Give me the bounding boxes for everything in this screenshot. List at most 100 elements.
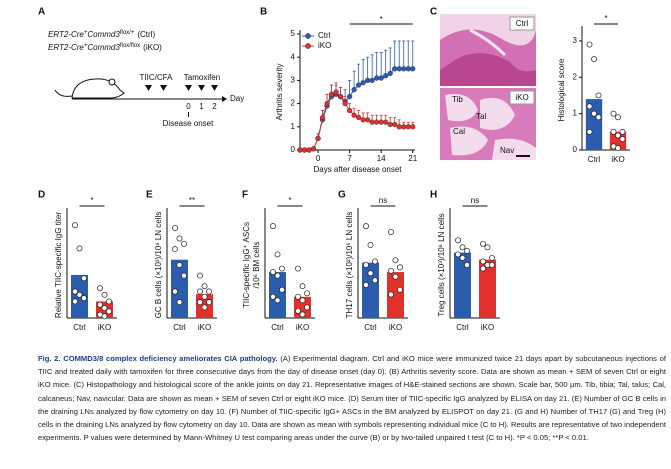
point [360, 80, 366, 86]
figure-caption: Fig. 2. COMMD3/8 complex deficiency amel… [38, 352, 666, 444]
genotype-part: flox/+ [120, 30, 135, 36]
significance-label: * [604, 14, 607, 23]
histology-image [440, 88, 536, 160]
point [374, 119, 380, 125]
x-tick-label: 21 [408, 154, 417, 163]
panel-label: H [430, 190, 437, 201]
y-axis-label: TIIC-specific IgG⁺ ASCs [242, 222, 251, 308]
data-point [480, 265, 486, 272]
data-point [388, 267, 394, 274]
data-point [615, 145, 621, 152]
x-tick-label: iKO [389, 323, 402, 332]
data-point [372, 277, 378, 284]
y-tick-label: 0 [291, 145, 296, 154]
y-tick-label: 3 [291, 76, 296, 85]
data-point [388, 291, 394, 298]
point [342, 100, 348, 107]
significance-label: ns [379, 196, 387, 205]
data-point [106, 308, 112, 315]
point [387, 121, 393, 128]
series-line [300, 91, 413, 151]
data-point [388, 229, 394, 235]
y-axis-label: /10⁶ BM cells [252, 242, 261, 289]
image-group: Ctrl [516, 19, 529, 28]
data-point [295, 307, 301, 314]
data-point [279, 286, 285, 293]
data-point [97, 285, 103, 292]
bar [171, 259, 188, 318]
data-point [201, 293, 208, 300]
x-tick-label: iKO [296, 323, 309, 332]
data-point [459, 254, 466, 261]
point [310, 146, 317, 152]
data-point [270, 269, 276, 276]
y-axis-label: Histological score [557, 58, 566, 121]
data-point [367, 270, 374, 277]
bar [454, 252, 471, 318]
data-point [72, 298, 78, 305]
data-point [480, 258, 486, 265]
data-point [304, 304, 310, 311]
point [356, 114, 362, 121]
y-tick-label: 2 [573, 72, 578, 81]
point [392, 66, 398, 72]
point [392, 121, 398, 128]
significance-label: ** [189, 196, 195, 205]
data-point [455, 237, 461, 244]
point [383, 73, 389, 79]
data-point [615, 114, 621, 121]
onset-label: Disease onset [163, 119, 214, 128]
y-tick-label: 1 [573, 109, 578, 118]
legend-marker [305, 33, 311, 39]
x-tick-label: iKO [198, 323, 211, 332]
genotype-part: + [84, 43, 88, 49]
data-point [595, 114, 602, 121]
point [306, 147, 312, 153]
x-tick-label: Ctrl [271, 323, 284, 332]
data-point [392, 273, 399, 280]
data-point [181, 272, 187, 279]
data-point [619, 136, 626, 143]
caption-text: (A) Experimental diagram. Ctrl and iKO m… [38, 354, 666, 443]
point [378, 119, 384, 125]
genotype-part: + [84, 30, 88, 36]
data-point [464, 262, 470, 268]
data-point [397, 264, 403, 271]
data-point [201, 283, 208, 290]
point [405, 66, 411, 72]
data-point [459, 244, 466, 251]
panel-label: F [242, 190, 248, 201]
data-point [101, 291, 108, 298]
data-point [392, 257, 399, 264]
data-point [274, 251, 281, 258]
y-tick-label: 0 [573, 145, 578, 154]
y-tick-label: 3 [573, 36, 578, 45]
genotype-part: Commd3 [87, 30, 120, 39]
genotype-part: Commd3 [87, 43, 120, 52]
data-point [206, 299, 212, 306]
data-point [197, 272, 203, 279]
data-point [76, 291, 83, 298]
x-tick-label: Ctrl [173, 323, 186, 332]
data-point [489, 262, 495, 268]
x-tick-label: iKO [98, 323, 111, 332]
image-tag [509, 90, 535, 105]
data-point [489, 254, 495, 261]
x-tick-label: 7 [347, 154, 352, 163]
data-point [172, 288, 178, 295]
data-point [304, 290, 310, 297]
point [365, 77, 371, 84]
data-point [270, 223, 276, 230]
data-point [480, 240, 486, 247]
genotype-part: (iKO) [143, 43, 162, 52]
timeline-arrow [222, 96, 227, 102]
point [410, 124, 416, 130]
point [319, 114, 326, 121]
day-label: 0 [186, 102, 191, 111]
data-point [81, 275, 87, 282]
genotype-part: flox/flox [120, 43, 140, 49]
x-tick-label: 0 [316, 154, 321, 163]
data-point [464, 247, 470, 254]
data-point [101, 313, 108, 320]
